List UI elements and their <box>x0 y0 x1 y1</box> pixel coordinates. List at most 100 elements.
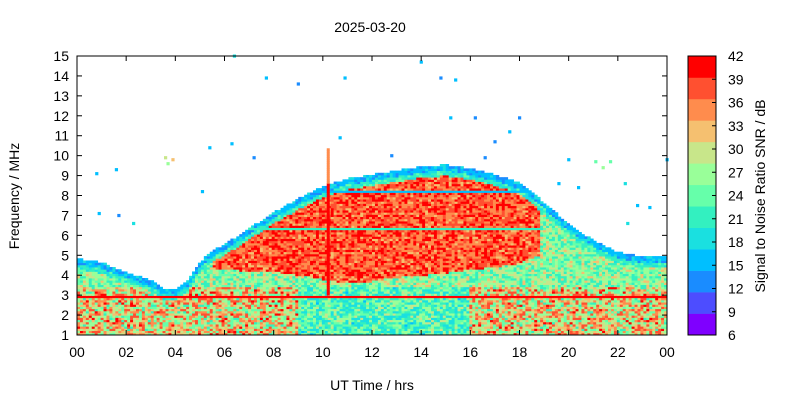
heatmap-cell <box>189 332 193 336</box>
heatmap-cell <box>144 324 149 327</box>
heatmap-cell <box>180 297 184 301</box>
heatmap-cell <box>195 328 199 332</box>
heatmap-cell <box>171 297 175 301</box>
heatmap-cell <box>141 282 146 285</box>
heatmap-cell <box>177 328 181 332</box>
heatmap-cell <box>88 280 93 283</box>
heatmap-cell <box>85 267 90 270</box>
heatmap-cell <box>112 310 116 314</box>
heatmap-cell <box>141 288 146 292</box>
heatmap-cell <box>206 280 211 283</box>
heatmap-cell <box>212 317 217 321</box>
heatmap-cell <box>165 330 169 334</box>
heatmap-cell <box>156 288 160 292</box>
heatmap-cell <box>197 313 202 316</box>
heatmap-cell <box>195 317 199 321</box>
heatmap-cell <box>156 328 160 332</box>
heatmap-cell <box>147 282 152 285</box>
heatmap-cell <box>212 284 217 288</box>
heatmap-cell <box>115 284 119 288</box>
heatmap-cell <box>79 321 84 325</box>
heatmap-cell <box>195 313 199 316</box>
heatmap-cell <box>265 216 270 220</box>
heatmap-cell <box>209 324 214 327</box>
heatmap-cell <box>115 273 119 277</box>
heatmap-cell <box>186 330 190 334</box>
heatmap-cell <box>159 295 163 299</box>
heatmap-cell <box>136 302 140 305</box>
heatmap-cell <box>100 286 104 290</box>
heatmap-cell <box>209 302 214 305</box>
heatmap-cell <box>91 282 96 285</box>
heatmap-cell <box>100 308 104 312</box>
heatmap-cell <box>144 332 149 336</box>
heatmap-cell <box>94 297 99 301</box>
heatmap-cell <box>174 291 178 294</box>
heatmap-cell <box>147 297 152 301</box>
heatmap-cell <box>127 328 131 332</box>
heatmap-cell <box>121 295 125 299</box>
heatmap-cell <box>91 262 96 266</box>
heatmap-cell <box>133 299 137 303</box>
heatmap-cell <box>141 306 146 310</box>
heatmap-cell <box>159 286 163 290</box>
heatmap-cell <box>195 324 199 327</box>
heatmap-cell <box>277 210 281 213</box>
heatmap-cell <box>138 297 143 301</box>
heatmap-cell <box>106 293 110 296</box>
heatmap-cell <box>121 304 125 307</box>
heatmap-cell <box>168 293 172 296</box>
heatmap-cell <box>177 332 181 336</box>
heatmap-cell <box>162 299 166 303</box>
heatmap-cell <box>109 284 113 288</box>
heatmap-cell <box>141 278 146 281</box>
heatmap-cell <box>100 324 104 327</box>
heatmap-cell <box>121 271 125 275</box>
heatmap-cell <box>209 295 214 299</box>
heatmap-cell <box>206 291 211 294</box>
heatmap-cell <box>165 326 169 329</box>
heatmap-cell <box>162 317 166 321</box>
heatmap-cell <box>106 264 110 268</box>
heatmap-cell <box>124 278 128 281</box>
heatmap-cell <box>156 310 160 314</box>
heatmap-cell <box>200 293 205 296</box>
heatmap-cell <box>121 328 125 332</box>
heatmap-cell <box>88 260 93 264</box>
heatmap-cell <box>192 299 196 303</box>
heatmap-cell <box>88 282 93 285</box>
heatmap-cell <box>130 275 134 279</box>
heatmap-cell <box>91 297 96 301</box>
heatmap-cell <box>103 269 107 272</box>
heatmap-cell <box>100 288 104 292</box>
heatmap-cell <box>212 288 217 292</box>
heatmap-cell <box>144 321 149 325</box>
heatmap-cell <box>106 288 110 292</box>
heatmap-cell <box>200 306 205 310</box>
heatmap-cell <box>203 278 208 281</box>
heatmap-cell <box>109 315 113 318</box>
heatmap-cell <box>109 297 113 301</box>
heatmap-cell <box>200 324 205 327</box>
heatmap-cell <box>85 326 90 329</box>
heatmap-cell <box>103 282 107 285</box>
heatmap-cell <box>177 304 181 307</box>
heatmap-cell <box>168 326 172 329</box>
heatmap-cell <box>118 324 122 327</box>
heatmap-cell <box>195 271 199 275</box>
heatmap-cell <box>103 304 107 307</box>
heatmap-cell <box>124 284 128 288</box>
heatmap-cell <box>192 295 196 299</box>
heatmap-cell <box>159 293 163 296</box>
heatmap-cell <box>192 315 196 318</box>
heatmap-cell <box>106 282 110 285</box>
heatmap-cell <box>79 328 84 332</box>
heatmap-cell <box>112 308 116 312</box>
heatmap-cell <box>150 330 155 334</box>
heatmap-cell <box>156 332 160 336</box>
heatmap-cell <box>85 308 90 312</box>
heatmap-cell <box>183 328 187 332</box>
heatmap-cell <box>206 260 211 264</box>
heatmap-cell <box>103 262 107 266</box>
heatmap-cell <box>313 190 317 193</box>
